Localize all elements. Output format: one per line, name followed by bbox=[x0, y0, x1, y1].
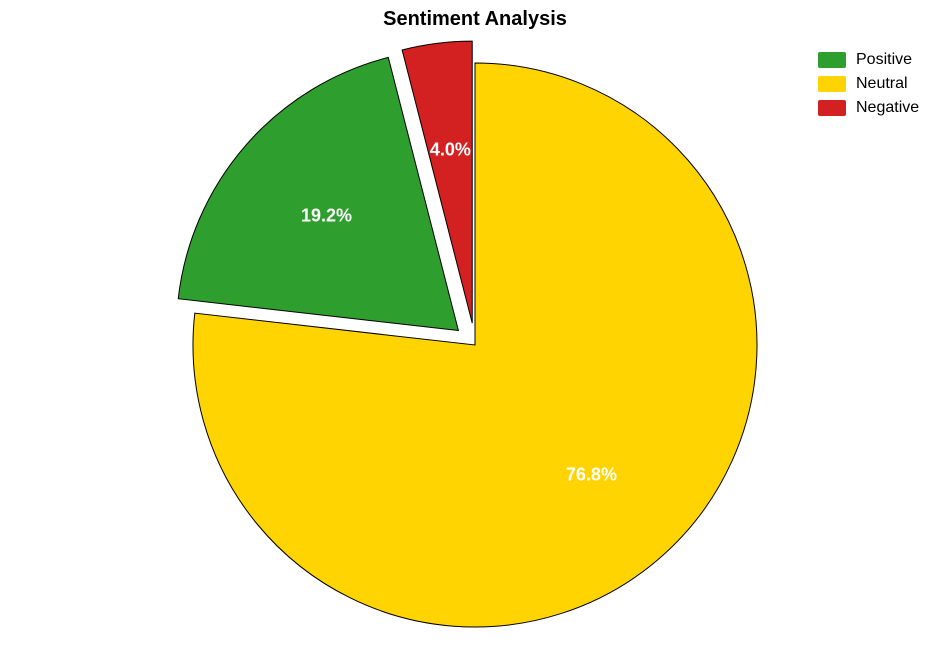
legend-item-neutral: Neutral bbox=[818, 72, 919, 96]
legend-item-positive: Positive bbox=[818, 48, 919, 72]
legend: Positive Neutral Negative bbox=[818, 48, 919, 120]
slice-label-negative: 4.0% bbox=[430, 139, 471, 160]
legend-label: Neutral bbox=[856, 75, 908, 93]
legend-label: Negative bbox=[856, 99, 919, 117]
legend-swatch bbox=[818, 76, 846, 92]
legend-item-negative: Negative bbox=[818, 96, 919, 120]
pie-svg bbox=[0, 0, 950, 662]
slice-label-neutral: 76.8% bbox=[566, 465, 617, 486]
slice-label-positive: 19.2% bbox=[301, 205, 352, 226]
legend-swatch bbox=[818, 52, 846, 68]
legend-label: Positive bbox=[856, 51, 912, 69]
legend-swatch bbox=[818, 100, 846, 116]
sentiment-pie-chart: Sentiment Analysis 76.8%19.2%4.0% Positi… bbox=[0, 0, 950, 662]
